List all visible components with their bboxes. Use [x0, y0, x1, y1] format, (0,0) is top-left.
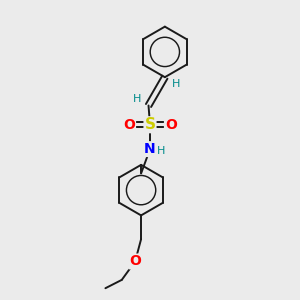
Text: O: O [123, 118, 135, 132]
Text: O: O [165, 118, 177, 132]
Text: O: O [129, 254, 141, 268]
Text: N: N [144, 142, 156, 156]
Text: H: H [172, 79, 181, 89]
Text: S: S [145, 117, 155, 132]
Text: H: H [133, 94, 141, 104]
Text: H: H [157, 146, 166, 156]
